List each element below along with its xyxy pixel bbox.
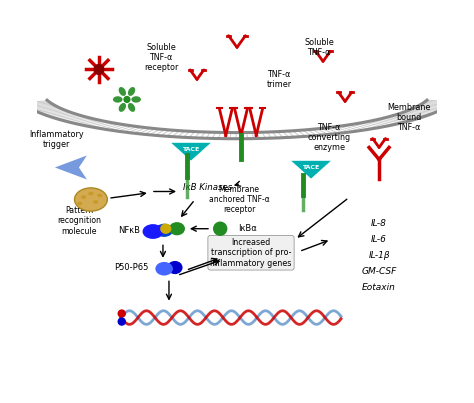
Text: IL-1β: IL-1β [368, 251, 390, 260]
Ellipse shape [155, 262, 173, 276]
Ellipse shape [81, 195, 86, 199]
Ellipse shape [118, 310, 126, 318]
Polygon shape [55, 156, 87, 179]
Text: Membrane
anchored TNF-α
receptor: Membrane anchored TNF-α receptor [209, 185, 269, 214]
Ellipse shape [128, 87, 135, 96]
Ellipse shape [143, 224, 164, 239]
Ellipse shape [160, 224, 172, 234]
Ellipse shape [118, 103, 126, 112]
Text: IL-8: IL-8 [371, 219, 387, 228]
Ellipse shape [118, 318, 126, 326]
Ellipse shape [167, 261, 182, 274]
Text: GM-CSF: GM-CSF [362, 267, 397, 276]
Text: IκBα: IκBα [238, 224, 256, 233]
Ellipse shape [128, 103, 135, 112]
Ellipse shape [155, 224, 173, 237]
Text: Soluble
TNF-α: Soluble TNF-α [304, 38, 334, 57]
Text: IκB Kinases: IκB Kinases [183, 183, 232, 192]
Text: TNF-α
converting
enzyme: TNF-α converting enzyme [308, 123, 351, 152]
Text: Membrane
bound
TNF-α: Membrane bound TNF-α [387, 102, 431, 132]
Ellipse shape [213, 222, 228, 236]
Text: NFκB: NFκB [118, 226, 140, 235]
Text: Eotaxin: Eotaxin [362, 283, 396, 292]
Ellipse shape [131, 96, 141, 103]
Ellipse shape [93, 64, 105, 75]
Ellipse shape [97, 194, 102, 197]
Polygon shape [290, 160, 332, 179]
Text: P50-P65: P50-P65 [114, 263, 148, 272]
Polygon shape [170, 142, 212, 161]
Ellipse shape [123, 96, 130, 103]
Ellipse shape [169, 222, 185, 235]
Text: IL-6: IL-6 [371, 235, 387, 244]
Text: Inflammatory
trigger: Inflammatory trigger [29, 130, 83, 149]
Text: TNF-α
trimer: TNF-α trimer [266, 70, 292, 89]
Ellipse shape [74, 188, 107, 211]
Ellipse shape [77, 202, 82, 205]
Text: TACE: TACE [182, 147, 200, 152]
Text: Increased
transcription of pro-
inflammatory genes: Increased transcription of pro- inflamma… [210, 238, 292, 268]
Text: Pattern
recognition
molecule: Pattern recognition molecule [57, 206, 101, 236]
Text: Soluble
TNF-α
receptor: Soluble TNF-α receptor [144, 43, 178, 72]
Ellipse shape [93, 200, 98, 204]
Ellipse shape [88, 192, 93, 195]
Text: TACE: TACE [302, 165, 319, 170]
Ellipse shape [118, 87, 126, 96]
Ellipse shape [113, 96, 123, 103]
